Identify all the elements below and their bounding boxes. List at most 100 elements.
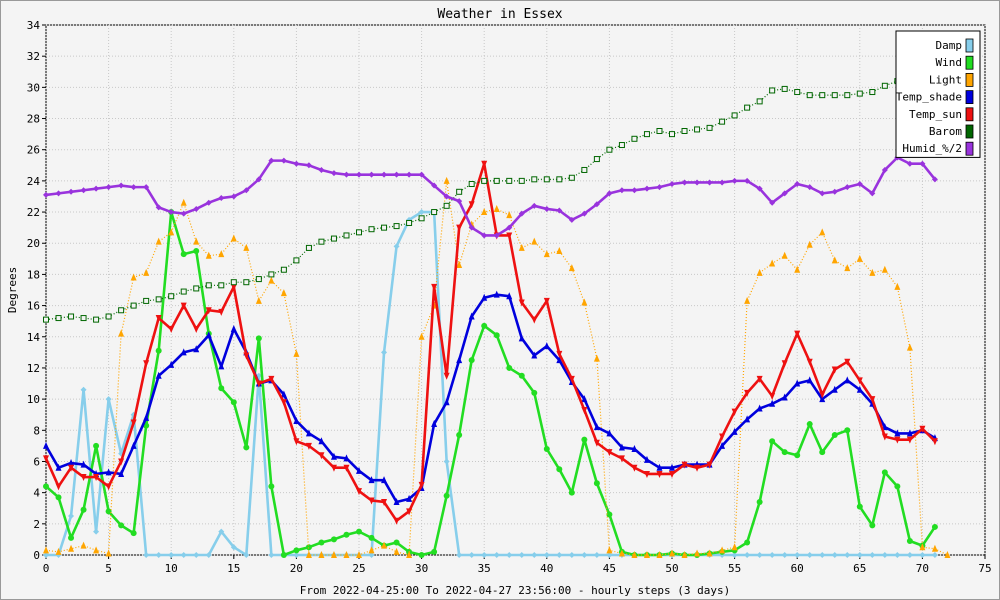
data-point — [631, 445, 638, 452]
data-point — [681, 128, 688, 134]
data-point — [756, 404, 763, 412]
data-point — [155, 371, 162, 379]
data-point — [468, 224, 475, 231]
data-point — [456, 261, 463, 269]
data-point — [193, 285, 200, 292]
data-point — [180, 348, 187, 356]
data-point — [168, 360, 175, 368]
data-point — [481, 552, 488, 558]
legend-swatch — [965, 124, 974, 139]
data-point — [568, 264, 575, 272]
data-point — [518, 372, 525, 379]
data-point — [781, 449, 788, 456]
data-point — [606, 449, 613, 457]
data-point — [55, 494, 62, 501]
data-point — [669, 470, 675, 478]
data-point — [906, 343, 913, 351]
series-line-temp-shade — [44, 293, 936, 504]
data-point — [343, 531, 350, 538]
y-tick-label: 34 — [27, 19, 41, 32]
data-point — [55, 547, 62, 555]
data-point — [606, 552, 613, 558]
data-point — [706, 549, 713, 557]
data-point — [280, 399, 287, 407]
data-point — [656, 551, 663, 558]
chart-title: Weather in Essex — [437, 7, 562, 22]
data-point — [68, 313, 75, 320]
data-point — [105, 396, 112, 403]
x-tick-label: 15 — [227, 562, 240, 575]
data-point — [719, 441, 726, 449]
data-point — [568, 375, 575, 383]
data-point — [105, 549, 112, 557]
data-point — [443, 458, 450, 465]
data-point — [293, 552, 300, 558]
data-point — [368, 476, 375, 484]
data-point — [593, 480, 600, 487]
data-point — [218, 362, 225, 370]
data-point — [643, 131, 650, 138]
data-point — [669, 131, 675, 138]
data-point — [243, 352, 250, 360]
data-point — [543, 446, 550, 452]
y-tick-label: 0 — [33, 549, 40, 562]
data-point — [105, 508, 112, 515]
data-point — [268, 271, 275, 278]
data-point — [518, 243, 525, 251]
data-point — [869, 552, 876, 558]
data-point — [543, 250, 550, 258]
data-point — [393, 223, 400, 230]
data-point — [606, 546, 613, 554]
data-point — [856, 90, 863, 97]
data-point — [205, 307, 212, 315]
data-point — [543, 552, 550, 558]
data-point — [218, 528, 225, 535]
data-point — [43, 546, 49, 554]
data-point — [93, 442, 100, 449]
data-point — [293, 438, 300, 446]
data-point — [255, 296, 262, 304]
data-point — [606, 190, 613, 197]
x-tick-label: 50 — [665, 562, 678, 575]
data-point — [143, 413, 150, 421]
data-point — [293, 160, 300, 167]
data-point — [368, 546, 375, 554]
data-point — [556, 247, 563, 255]
data-point — [68, 534, 75, 541]
data-point — [881, 265, 888, 273]
data-point — [794, 330, 801, 338]
x-tick-label: 75 — [978, 562, 991, 575]
data-point — [130, 302, 137, 309]
y-tick-label: 26 — [27, 144, 40, 157]
data-point — [193, 205, 200, 212]
data-point — [168, 209, 175, 216]
data-point — [694, 549, 701, 557]
data-point — [643, 551, 650, 558]
data-point — [731, 427, 738, 435]
data-point — [318, 539, 325, 546]
data-point — [481, 177, 488, 184]
data-point — [318, 166, 325, 173]
data-point — [268, 276, 275, 284]
y-tick-label: 14 — [27, 331, 41, 344]
data-point — [731, 543, 738, 551]
data-point — [669, 463, 675, 471]
data-point — [744, 552, 751, 558]
data-point — [43, 316, 49, 323]
data-point — [230, 234, 237, 242]
data-point — [105, 184, 112, 191]
data-point — [518, 210, 525, 217]
data-point — [756, 499, 763, 505]
data-point — [819, 190, 826, 197]
legend-label: Wind — [936, 56, 963, 69]
data-point — [318, 452, 325, 460]
data-point — [381, 541, 388, 549]
y-tick-label: 12 — [27, 362, 40, 375]
legend-label: Light — [929, 73, 962, 86]
data-point — [105, 483, 112, 491]
data-point — [356, 551, 362, 558]
data-point — [418, 552, 425, 558]
data-point — [55, 463, 62, 471]
data-point — [506, 364, 513, 371]
data-point — [568, 216, 575, 223]
